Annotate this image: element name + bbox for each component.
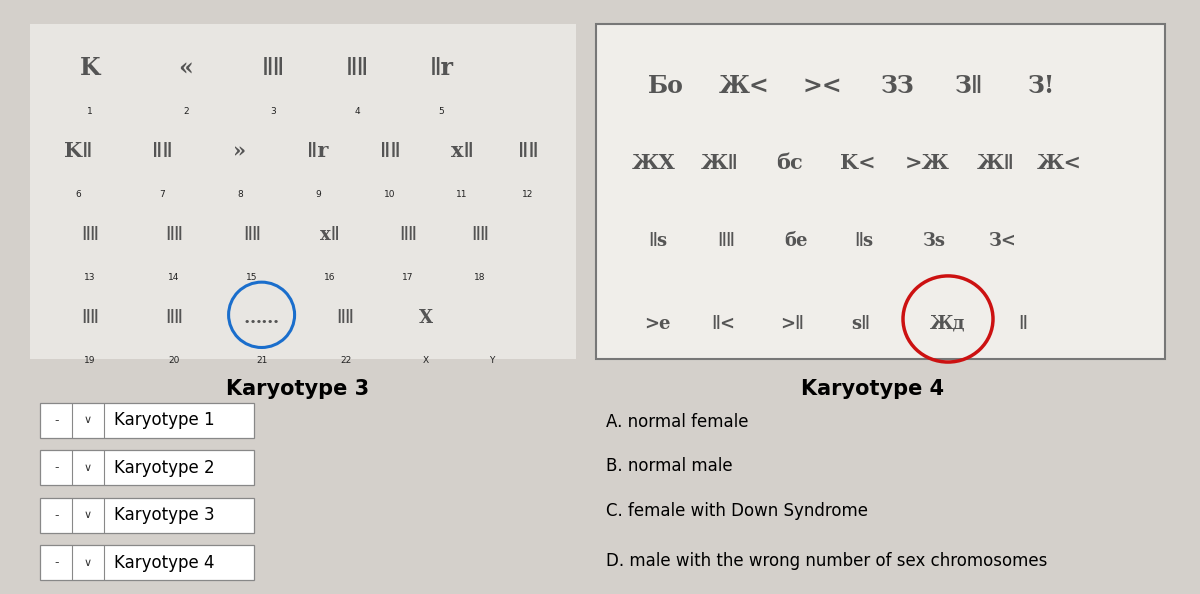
- Text: A. normal female: A. normal female: [606, 413, 749, 431]
- Text: Karyotype 1: Karyotype 1: [114, 411, 215, 429]
- FancyBboxPatch shape: [596, 24, 1165, 359]
- Text: бe: бe: [784, 232, 808, 249]
- Text: Karyotype 3: Karyotype 3: [114, 506, 215, 525]
- Text: ǁr: ǁr: [430, 56, 454, 80]
- Text: 13: 13: [84, 273, 96, 282]
- Text: Κ<: Κ<: [840, 153, 876, 173]
- Text: ǁǁ: ǁǁ: [82, 309, 98, 327]
- Text: ∨: ∨: [84, 558, 91, 568]
- Text: Karyotype 2: Karyotype 2: [114, 459, 215, 477]
- Text: Жǁ: Жǁ: [701, 153, 739, 173]
- Text: 14: 14: [168, 273, 180, 282]
- FancyBboxPatch shape: [40, 498, 254, 533]
- Text: 7: 7: [160, 189, 164, 199]
- Text: 21: 21: [256, 356, 268, 365]
- Text: ǁǁ: ǁǁ: [379, 141, 401, 162]
- Text: 19: 19: [84, 356, 96, 365]
- Text: 15: 15: [246, 273, 258, 282]
- Text: ǁǁ: ǁǁ: [400, 226, 418, 244]
- Text: 4: 4: [355, 106, 360, 116]
- Text: ǁ<: ǁ<: [712, 315, 736, 333]
- Text: хǁ: хǁ: [320, 226, 340, 244]
- Text: Karyotype 4: Karyotype 4: [114, 554, 215, 572]
- Text: ǁǁ: ǁǁ: [517, 141, 539, 162]
- Text: -: -: [54, 462, 59, 474]
- Text: B. normal male: B. normal male: [606, 457, 733, 475]
- Text: >e: >e: [644, 315, 671, 333]
- Text: ǁǁ: ǁǁ: [242, 226, 262, 244]
- Text: ǁǁ: ǁǁ: [151, 141, 173, 162]
- Text: ǁǁ: ǁǁ: [262, 56, 286, 80]
- Text: Karyotype 4: Karyotype 4: [800, 379, 944, 399]
- Text: 9: 9: [316, 189, 320, 199]
- Text: ǁr: ǁr: [307, 141, 329, 162]
- Text: -: -: [54, 509, 59, 522]
- Text: -: -: [54, 414, 59, 426]
- Text: 5: 5: [439, 106, 444, 116]
- Text: ……: ……: [244, 309, 280, 327]
- Text: ǁǁ: ǁǁ: [166, 226, 182, 244]
- FancyBboxPatch shape: [40, 450, 254, 485]
- Text: ǁs: ǁs: [648, 232, 667, 249]
- Text: 17: 17: [402, 273, 414, 282]
- Text: ǁs: ǁs: [854, 232, 874, 249]
- Text: »: »: [234, 141, 246, 162]
- Text: ЗЗ: ЗЗ: [881, 74, 914, 98]
- Text: ǁǁ: ǁǁ: [82, 226, 98, 244]
- Text: ǁǁ: ǁǁ: [346, 56, 370, 80]
- Text: ЖХ: ЖХ: [632, 153, 676, 173]
- Text: >ǁ: >ǁ: [780, 315, 804, 333]
- FancyBboxPatch shape: [40, 403, 254, 438]
- Text: ∨: ∨: [84, 463, 91, 473]
- Text: Жǁ: Жǁ: [977, 153, 1015, 173]
- Text: ǁǁ: ǁǁ: [166, 309, 182, 327]
- Text: ǁ: ǁ: [1018, 315, 1027, 333]
- Text: ǁǁ: ǁǁ: [470, 226, 490, 244]
- Text: C. female with Down Syndrome: C. female with Down Syndrome: [606, 502, 868, 520]
- Text: ǁǁ: ǁǁ: [718, 232, 734, 249]
- Text: ǁǁ: ǁǁ: [336, 309, 355, 327]
- Text: 6: 6: [76, 189, 80, 199]
- Text: 10: 10: [384, 189, 396, 199]
- Text: Зǁ: Зǁ: [955, 74, 984, 98]
- Text: -: -: [54, 557, 59, 569]
- Text: Бo: Бo: [648, 74, 684, 98]
- Text: Κ: Κ: [79, 56, 101, 80]
- Text: Karyotype 3: Karyotype 3: [226, 379, 370, 399]
- Text: 11: 11: [456, 189, 468, 199]
- Text: ∨: ∨: [84, 415, 91, 425]
- Text: Х: Х: [419, 309, 433, 327]
- Text: Зs: Зs: [922, 232, 946, 249]
- Text: X: X: [422, 356, 430, 365]
- Text: хǁ: хǁ: [450, 141, 474, 162]
- Text: 22: 22: [340, 356, 352, 365]
- Text: 1: 1: [88, 106, 92, 116]
- Text: ∨: ∨: [84, 510, 91, 520]
- Text: 3: 3: [271, 106, 276, 116]
- Text: 2: 2: [184, 106, 188, 116]
- Text: 12: 12: [522, 189, 534, 199]
- Text: бс: бс: [776, 153, 803, 173]
- Text: Y: Y: [490, 356, 494, 365]
- Text: 18: 18: [474, 273, 486, 282]
- Text: «: «: [179, 56, 193, 80]
- Text: sǁ: sǁ: [851, 315, 870, 333]
- Text: З<: З<: [988, 232, 1016, 249]
- Text: Ж<: Ж<: [719, 74, 769, 98]
- Text: Ж<: Ж<: [1037, 153, 1082, 173]
- Text: Жд: Жд: [930, 315, 966, 333]
- Text: 16: 16: [324, 273, 336, 282]
- Text: Κǁ: Κǁ: [64, 141, 92, 162]
- FancyBboxPatch shape: [40, 545, 254, 580]
- Text: З!: З!: [1028, 74, 1055, 98]
- Text: ><: ><: [802, 74, 842, 98]
- Text: 20: 20: [168, 356, 180, 365]
- Text: 8: 8: [238, 189, 242, 199]
- Text: >Ж: >Ж: [905, 153, 950, 173]
- FancyBboxPatch shape: [30, 24, 576, 359]
- Text: D. male with the wrong number of sex chromosomes: D. male with the wrong number of sex chr…: [606, 552, 1048, 570]
